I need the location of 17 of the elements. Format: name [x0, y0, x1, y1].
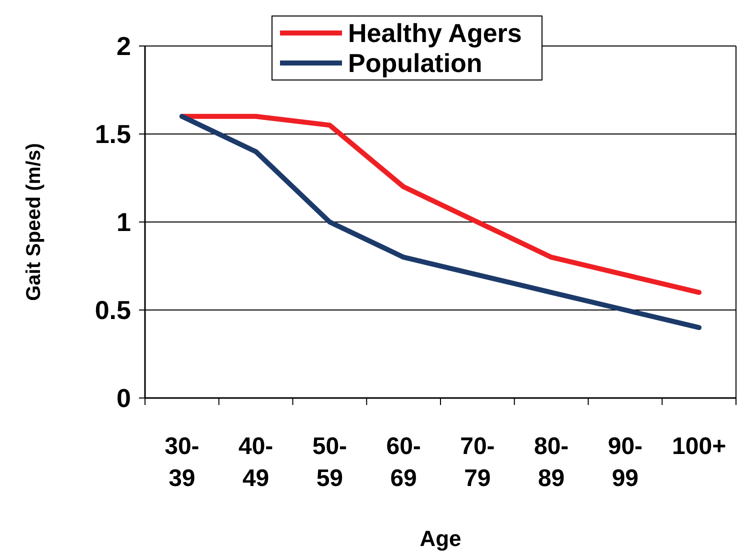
y-tick-label: 0 [116, 383, 131, 414]
x-tick-label: 90- 99 [608, 433, 643, 492]
y-tick-label: 2 [116, 31, 131, 62]
x-axis-title: Age [420, 526, 462, 551]
x-tick-label: 30- 39 [164, 433, 200, 492]
legend-label: Population [348, 48, 482, 78]
x-tick-label: 100+ [672, 433, 726, 460]
x-tick-label: 60- 69 [386, 433, 421, 492]
x-tick-label: 80- 89 [534, 433, 569, 492]
y-tick-label: 1 [116, 207, 131, 238]
x-tick-label: 70- 79 [460, 433, 495, 492]
x-tick-label: 40- 49 [238, 433, 274, 492]
y-tick-label: 0.5 [94, 295, 131, 326]
legend-label: Healthy Agers [348, 18, 522, 48]
y-axis-title: Gait Speed (m/s) [23, 143, 45, 301]
y-tick-label: 1.5 [94, 119, 131, 150]
x-tick-label: 50- 59 [312, 433, 348, 492]
